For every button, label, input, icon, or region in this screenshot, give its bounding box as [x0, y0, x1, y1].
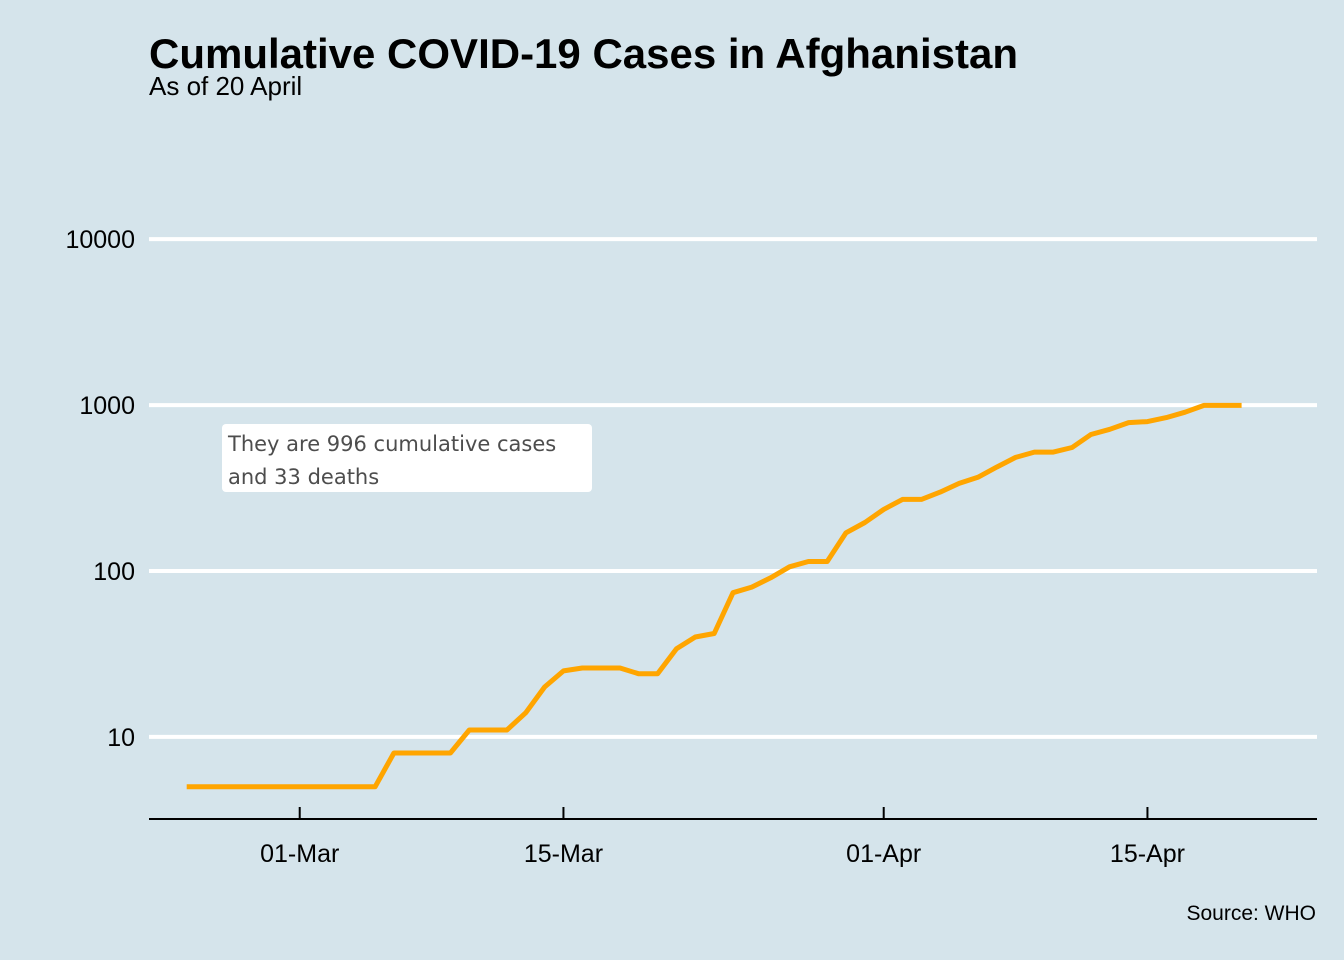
x-tick-label-01-Mar: 01-Mar: [260, 840, 339, 868]
x-axis-ticks: 01-Mar 15-Mar 01-Apr 15-Apr: [260, 807, 1185, 868]
source-caption: Source: WHO: [1186, 902, 1316, 925]
chart-subtitle: As of 20 April: [149, 71, 303, 101]
series-line-cumulative-cases: [186, 402, 1242, 790]
x-tick-label-15-Apr: 15-Apr: [1110, 840, 1185, 868]
y-tick-label-10000: 10000: [65, 226, 135, 254]
annotation-box: They are 996 cumulative cases and 33 dea…: [222, 424, 592, 492]
y-axis-labels: 10 100 1000 10000: [65, 226, 135, 752]
chart-title: Cumulative COVID-19 Cases in Afghanistan: [149, 30, 1018, 77]
x-tick-label-15-Mar: 15-Mar: [524, 840, 603, 868]
grid-lines: [149, 237, 1317, 739]
x-tick-label-01-Apr: 01-Apr: [846, 840, 921, 868]
series-group: [186, 402, 1242, 790]
y-tick-label-100: 100: [93, 558, 135, 586]
y-tick-label-1000: 1000: [79, 392, 135, 420]
y-tick-label-10: 10: [107, 724, 135, 752]
